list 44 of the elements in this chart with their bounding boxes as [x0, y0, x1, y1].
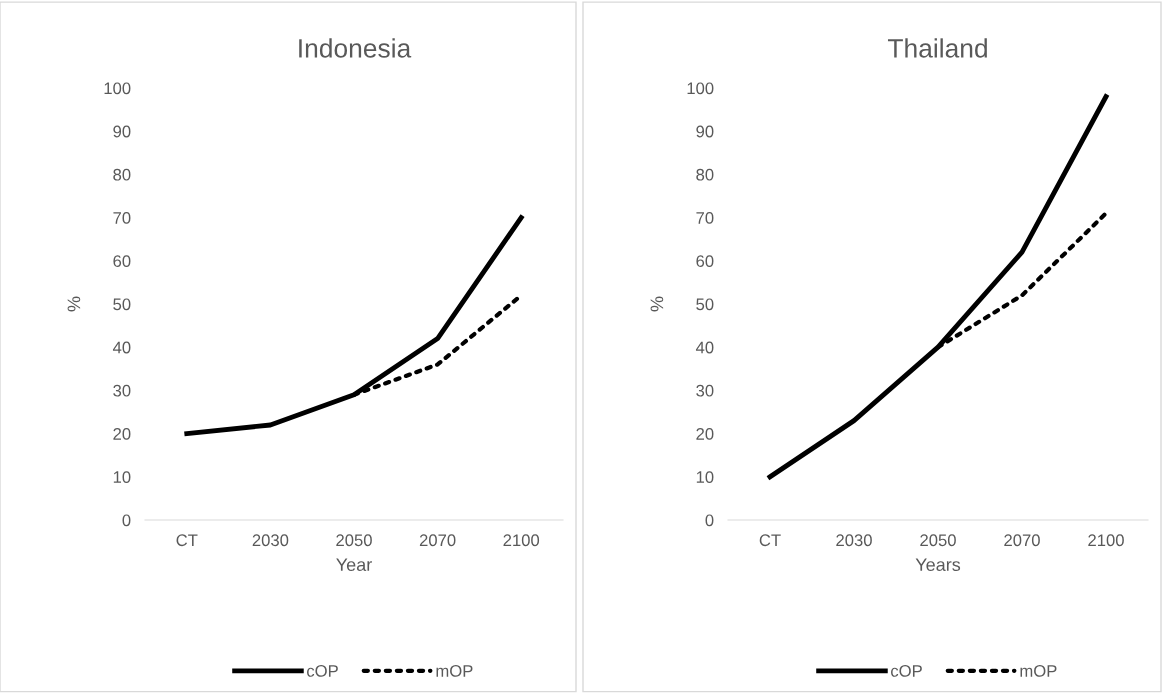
- x-tick-label: 2100: [503, 534, 540, 547]
- y-axis-title: %: [650, 296, 664, 312]
- y-tick-label: 0: [122, 514, 131, 527]
- legend-label: mOP: [1020, 665, 1057, 677]
- line-series: [184, 215, 524, 437]
- y-tick-label: 20: [113, 428, 131, 440]
- y-tick-label: 80: [113, 168, 131, 181]
- x-tick-label: 2100: [1088, 534, 1124, 547]
- y-tick-label: 70: [113, 212, 131, 224]
- y-tick-label: 60: [696, 255, 714, 267]
- y-tick-label: 0: [705, 514, 714, 527]
- y-tick-label: 40: [112, 341, 131, 354]
- y-tick-label: 80: [696, 168, 714, 181]
- y-tick-label: 100: [104, 82, 131, 95]
- x-tick-label: CT: [759, 534, 781, 547]
- y-tick-label: 60: [113, 255, 131, 267]
- x-axis-title: Year: [336, 558, 372, 572]
- x-tick-label: 2030: [252, 534, 289, 547]
- y-tick-label: 40: [695, 341, 714, 354]
- chart-title: Thailand: [887, 38, 987, 58]
- x-tick-label: 2070: [419, 534, 456, 547]
- legend-label: cOP: [307, 665, 338, 677]
- y-tick-label: 20: [696, 428, 714, 440]
- x-tick-label: 2050: [920, 534, 956, 547]
- x-tick-label: 2050: [336, 534, 372, 547]
- x-tick-label: 2070: [1004, 534, 1040, 547]
- y-axis-title: %: [67, 296, 81, 312]
- x-axis-title: Years: [915, 558, 961, 572]
- y-tick-label: 10: [113, 471, 131, 483]
- legend-label: mOP: [436, 665, 473, 677]
- x-tick-label: 2030: [836, 534, 872, 547]
- y-tick-label: 10: [696, 471, 714, 483]
- y-tick-label: 100: [687, 82, 714, 95]
- y-tick-label: 30: [113, 384, 131, 397]
- y-tick-label: 50: [696, 298, 714, 311]
- y-tick-label: 30: [696, 384, 714, 397]
- y-tick-label: 90: [113, 125, 131, 138]
- line-series: [767, 94, 1109, 480]
- y-tick-label: 70: [696, 212, 714, 224]
- x-tick-label: CT: [176, 534, 198, 547]
- legend-label: cOP: [891, 665, 922, 677]
- y-tick-label: 90: [696, 125, 714, 138]
- chart-title: Indonesia: [299, 38, 412, 58]
- y-tick-label: 50: [113, 298, 131, 311]
